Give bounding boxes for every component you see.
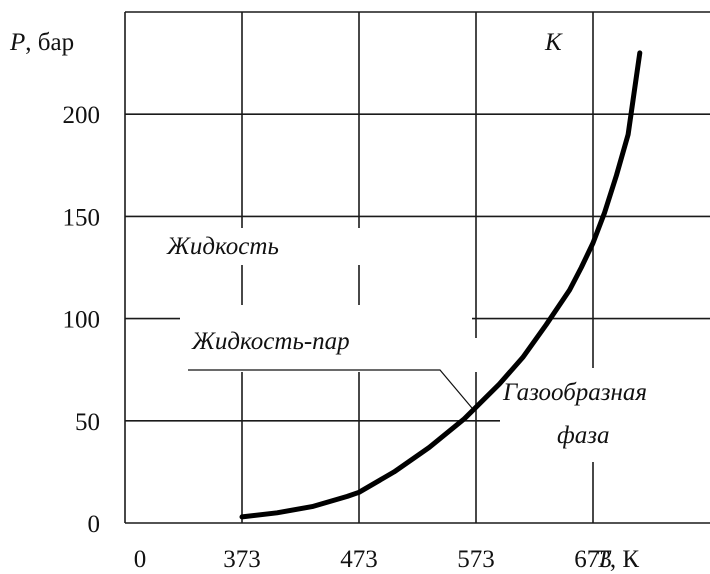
y-axis-label: P, бар (9, 29, 74, 56)
x-tick-label: 673 (574, 546, 612, 573)
grid-lines (124, 11, 710, 524)
y-tick-label: 150 (63, 204, 101, 231)
x-axis-unit: , К (610, 546, 640, 573)
x-tick-label: 573 (457, 546, 495, 573)
gas-phase-label-line2: фаза (557, 422, 610, 449)
x-tick-label: 373 (223, 546, 261, 573)
equilibrium-leader-line (188, 369, 473, 409)
liquid-region-label: Жидкость (166, 233, 279, 260)
y-tick-label: 0 (88, 511, 101, 538)
x-tick-label: 0 (134, 546, 147, 573)
x-axis-var: T (596, 546, 612, 573)
vapor-pressure-curve (239, 50, 643, 520)
y-axis-unit: , бар (25, 29, 74, 56)
y-tick-label: 50 (75, 409, 100, 436)
gas-phase-label-line1: Газообразная (502, 379, 647, 406)
y-axis-var: P (9, 29, 25, 56)
critical-point-label: К (544, 29, 563, 56)
y-tick-label: 200 (63, 102, 101, 129)
x-axis-label: T, К (596, 546, 639, 573)
equilibrium-label: Жидкость-пар (191, 328, 350, 355)
x-tick-label: 473 (340, 546, 378, 573)
y-tick-label: 100 (63, 307, 101, 334)
y-tick-labels: 0 50 100 150 200 (63, 102, 101, 538)
curve-layer (239, 50, 643, 520)
x-tick-labels: 0 373 473 573 673 (134, 546, 612, 573)
